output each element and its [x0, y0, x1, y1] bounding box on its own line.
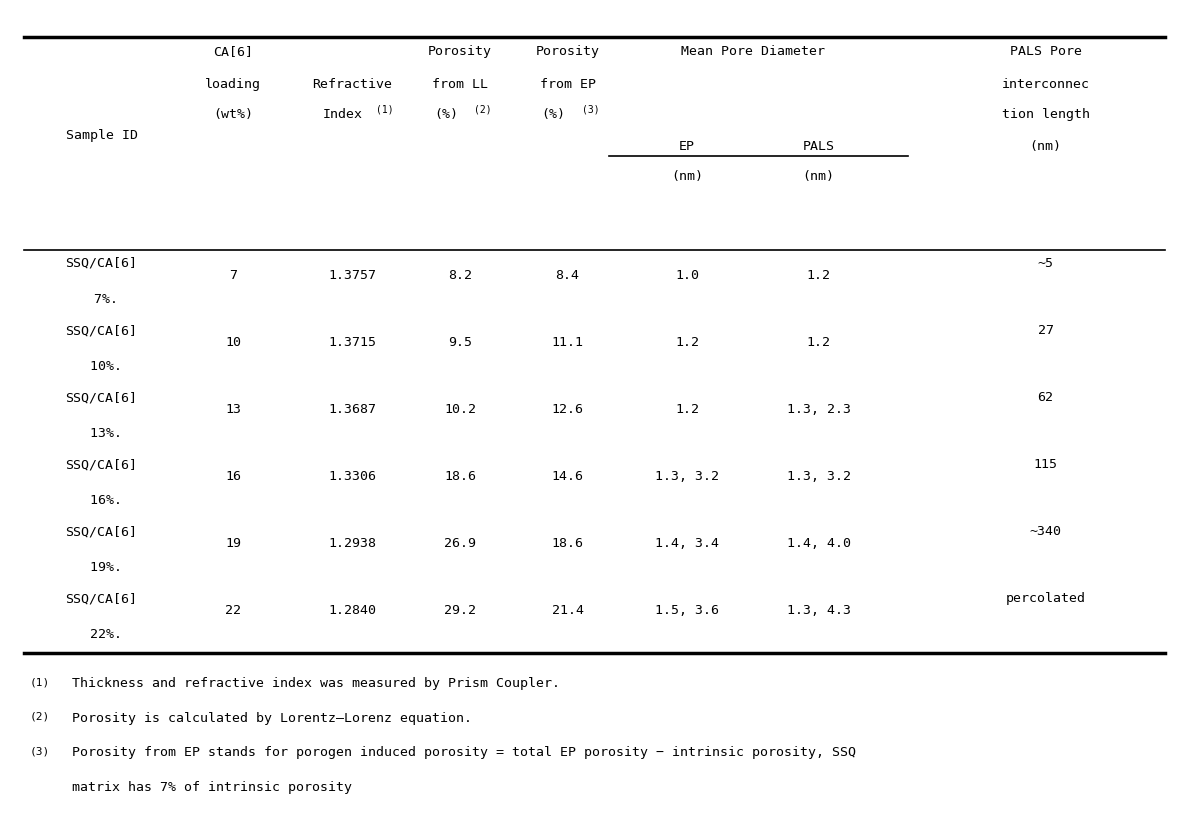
Text: matrix has 7% of intrinsic porosity: matrix has 7% of intrinsic porosity	[72, 781, 351, 794]
Text: 1.2: 1.2	[675, 403, 699, 416]
Text: Sample ID: Sample ID	[66, 129, 137, 142]
Text: from EP: from EP	[540, 78, 595, 91]
Text: Porosity: Porosity	[428, 45, 492, 58]
Text: (3): (3)	[30, 746, 50, 756]
Text: 1.3757: 1.3757	[329, 269, 376, 282]
Text: CA[6]: CA[6]	[213, 45, 253, 58]
Text: 1.3306: 1.3306	[329, 470, 376, 484]
Text: 29.2: 29.2	[445, 604, 476, 617]
Text: interconnec: interconnec	[1001, 78, 1090, 91]
Text: tion length: tion length	[1001, 108, 1090, 122]
Text: (1): (1)	[30, 677, 50, 687]
Text: (%): (%)	[541, 108, 565, 122]
Text: 1.3, 2.3: 1.3, 2.3	[786, 403, 851, 416]
Text: SSQ/CA[6]: SSQ/CA[6]	[66, 391, 137, 404]
Text: Mean Pore Diameter: Mean Pore Diameter	[681, 45, 825, 58]
Text: 10: 10	[225, 337, 241, 349]
Text: SSQ/CA[6]: SSQ/CA[6]	[66, 592, 137, 605]
Text: 16%.: 16%.	[57, 494, 122, 507]
Text: (2): (2)	[474, 104, 492, 114]
Text: SSQ/CA[6]: SSQ/CA[6]	[66, 324, 137, 337]
Text: (2): (2)	[30, 712, 50, 722]
Text: (%): (%)	[434, 108, 458, 122]
Text: (1): (1)	[376, 104, 394, 114]
Text: 1.4, 3.4: 1.4, 3.4	[655, 538, 719, 550]
Text: 7%.: 7%.	[62, 293, 117, 306]
Text: SSQ/CA[6]: SSQ/CA[6]	[66, 525, 137, 539]
Text: 14.6: 14.6	[552, 470, 583, 484]
Text: Refractive: Refractive	[313, 78, 392, 91]
Text: percolated: percolated	[1006, 592, 1085, 605]
Text: 27: 27	[1037, 324, 1054, 337]
Text: Index: Index	[323, 108, 362, 122]
Text: 8.2: 8.2	[448, 269, 472, 282]
Text: Porosity is calculated by Lorentz–Lorenz equation.: Porosity is calculated by Lorentz–Lorenz…	[72, 712, 472, 725]
Text: 1.4, 4.0: 1.4, 4.0	[786, 538, 851, 550]
Text: 18.6: 18.6	[552, 538, 583, 550]
Text: (nm): (nm)	[803, 170, 834, 183]
Text: ~340: ~340	[1030, 525, 1061, 539]
Text: Thickness and refractive index was measured by Prism Coupler.: Thickness and refractive index was measu…	[72, 677, 559, 690]
Text: 1.0: 1.0	[675, 269, 699, 282]
Text: (nm): (nm)	[672, 170, 703, 183]
Text: Porosity from EP stands for porogen induced porosity = total EP porosity − intri: Porosity from EP stands for porogen indu…	[72, 746, 856, 759]
Text: from LL: from LL	[433, 78, 488, 91]
Text: ~5: ~5	[1037, 257, 1054, 270]
Text: 10.2: 10.2	[445, 403, 476, 416]
Text: 115: 115	[1034, 458, 1058, 471]
Text: SSQ/CA[6]: SSQ/CA[6]	[66, 257, 137, 270]
Text: PALS: PALS	[803, 140, 834, 153]
Text: (3): (3)	[582, 104, 600, 114]
Text: 7: 7	[229, 269, 237, 282]
Text: 1.2: 1.2	[807, 269, 831, 282]
Text: 1.3715: 1.3715	[329, 337, 376, 349]
Text: 22%.: 22%.	[57, 628, 122, 641]
Text: 1.3, 4.3: 1.3, 4.3	[786, 604, 851, 617]
Text: 12.6: 12.6	[552, 403, 583, 416]
Text: 21.4: 21.4	[552, 604, 583, 617]
Text: 19: 19	[225, 538, 241, 550]
Text: 10%.: 10%.	[57, 360, 122, 373]
Text: SSQ/CA[6]: SSQ/CA[6]	[66, 458, 137, 471]
Text: (wt%): (wt%)	[213, 108, 253, 122]
Text: 19%.: 19%.	[57, 561, 122, 574]
Text: 1.3687: 1.3687	[329, 403, 376, 416]
Text: 62: 62	[1037, 391, 1054, 404]
Text: 13: 13	[225, 403, 241, 416]
Text: loading: loading	[206, 78, 261, 91]
Text: Porosity: Porosity	[535, 45, 600, 58]
Text: (nm): (nm)	[1030, 140, 1061, 153]
Text: 22: 22	[225, 604, 241, 617]
Text: 8.4: 8.4	[556, 269, 580, 282]
Text: 11.1: 11.1	[552, 337, 583, 349]
Text: 26.9: 26.9	[445, 538, 476, 550]
Text: 1.2: 1.2	[807, 337, 831, 349]
Text: 16: 16	[225, 470, 241, 484]
Text: EP: EP	[679, 140, 695, 153]
Text: PALS Pore: PALS Pore	[1010, 45, 1081, 58]
Text: 1.5, 3.6: 1.5, 3.6	[655, 604, 719, 617]
Text: 13%.: 13%.	[57, 427, 122, 440]
Text: 1.2938: 1.2938	[329, 538, 376, 550]
Text: 1.2: 1.2	[675, 337, 699, 349]
Text: 1.3, 3.2: 1.3, 3.2	[786, 470, 851, 484]
Text: 18.6: 18.6	[445, 470, 476, 484]
Text: 1.3, 3.2: 1.3, 3.2	[655, 470, 719, 484]
Text: 1.2840: 1.2840	[329, 604, 376, 617]
Text: 9.5: 9.5	[448, 337, 472, 349]
